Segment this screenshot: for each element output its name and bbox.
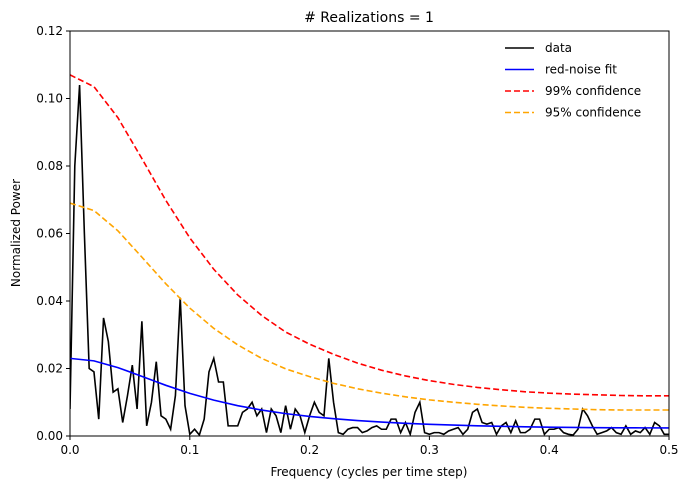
x-tick-label: 0.2 (300, 443, 319, 457)
x-tick-label: 0.5 (659, 443, 678, 457)
x-tick-label: 0.1 (180, 443, 199, 457)
series-line (70, 74, 669, 397)
series-line (70, 84, 669, 436)
legend-label: data (545, 41, 572, 55)
legend-label: 95% confidence (545, 106, 641, 120)
chart-title: # Realizations = 1 (304, 10, 434, 26)
x-tick-label: 0.4 (540, 443, 559, 457)
series-line (70, 202, 669, 411)
y-tick-label: 0.08 (36, 159, 63, 173)
x-tick-label: 0.0 (60, 443, 79, 457)
x-tick-label: 0.3 (420, 443, 439, 457)
y-axis-label: Normalized Power (9, 179, 23, 287)
y-tick-label: 0.06 (36, 227, 63, 241)
x-axis-label: Frequency (cycles per time step) (271, 465, 468, 479)
series-line (70, 357, 669, 429)
legend-label: red-noise fit (545, 63, 617, 77)
y-tick-label: 0.12 (36, 24, 63, 38)
legend-label: 99% confidence (545, 84, 641, 98)
y-tick-label: 0.02 (36, 362, 63, 376)
y-tick-label: 0.00 (36, 429, 63, 443)
y-tick-label: 0.04 (36, 294, 63, 308)
y-tick-label: 0.10 (36, 92, 63, 106)
